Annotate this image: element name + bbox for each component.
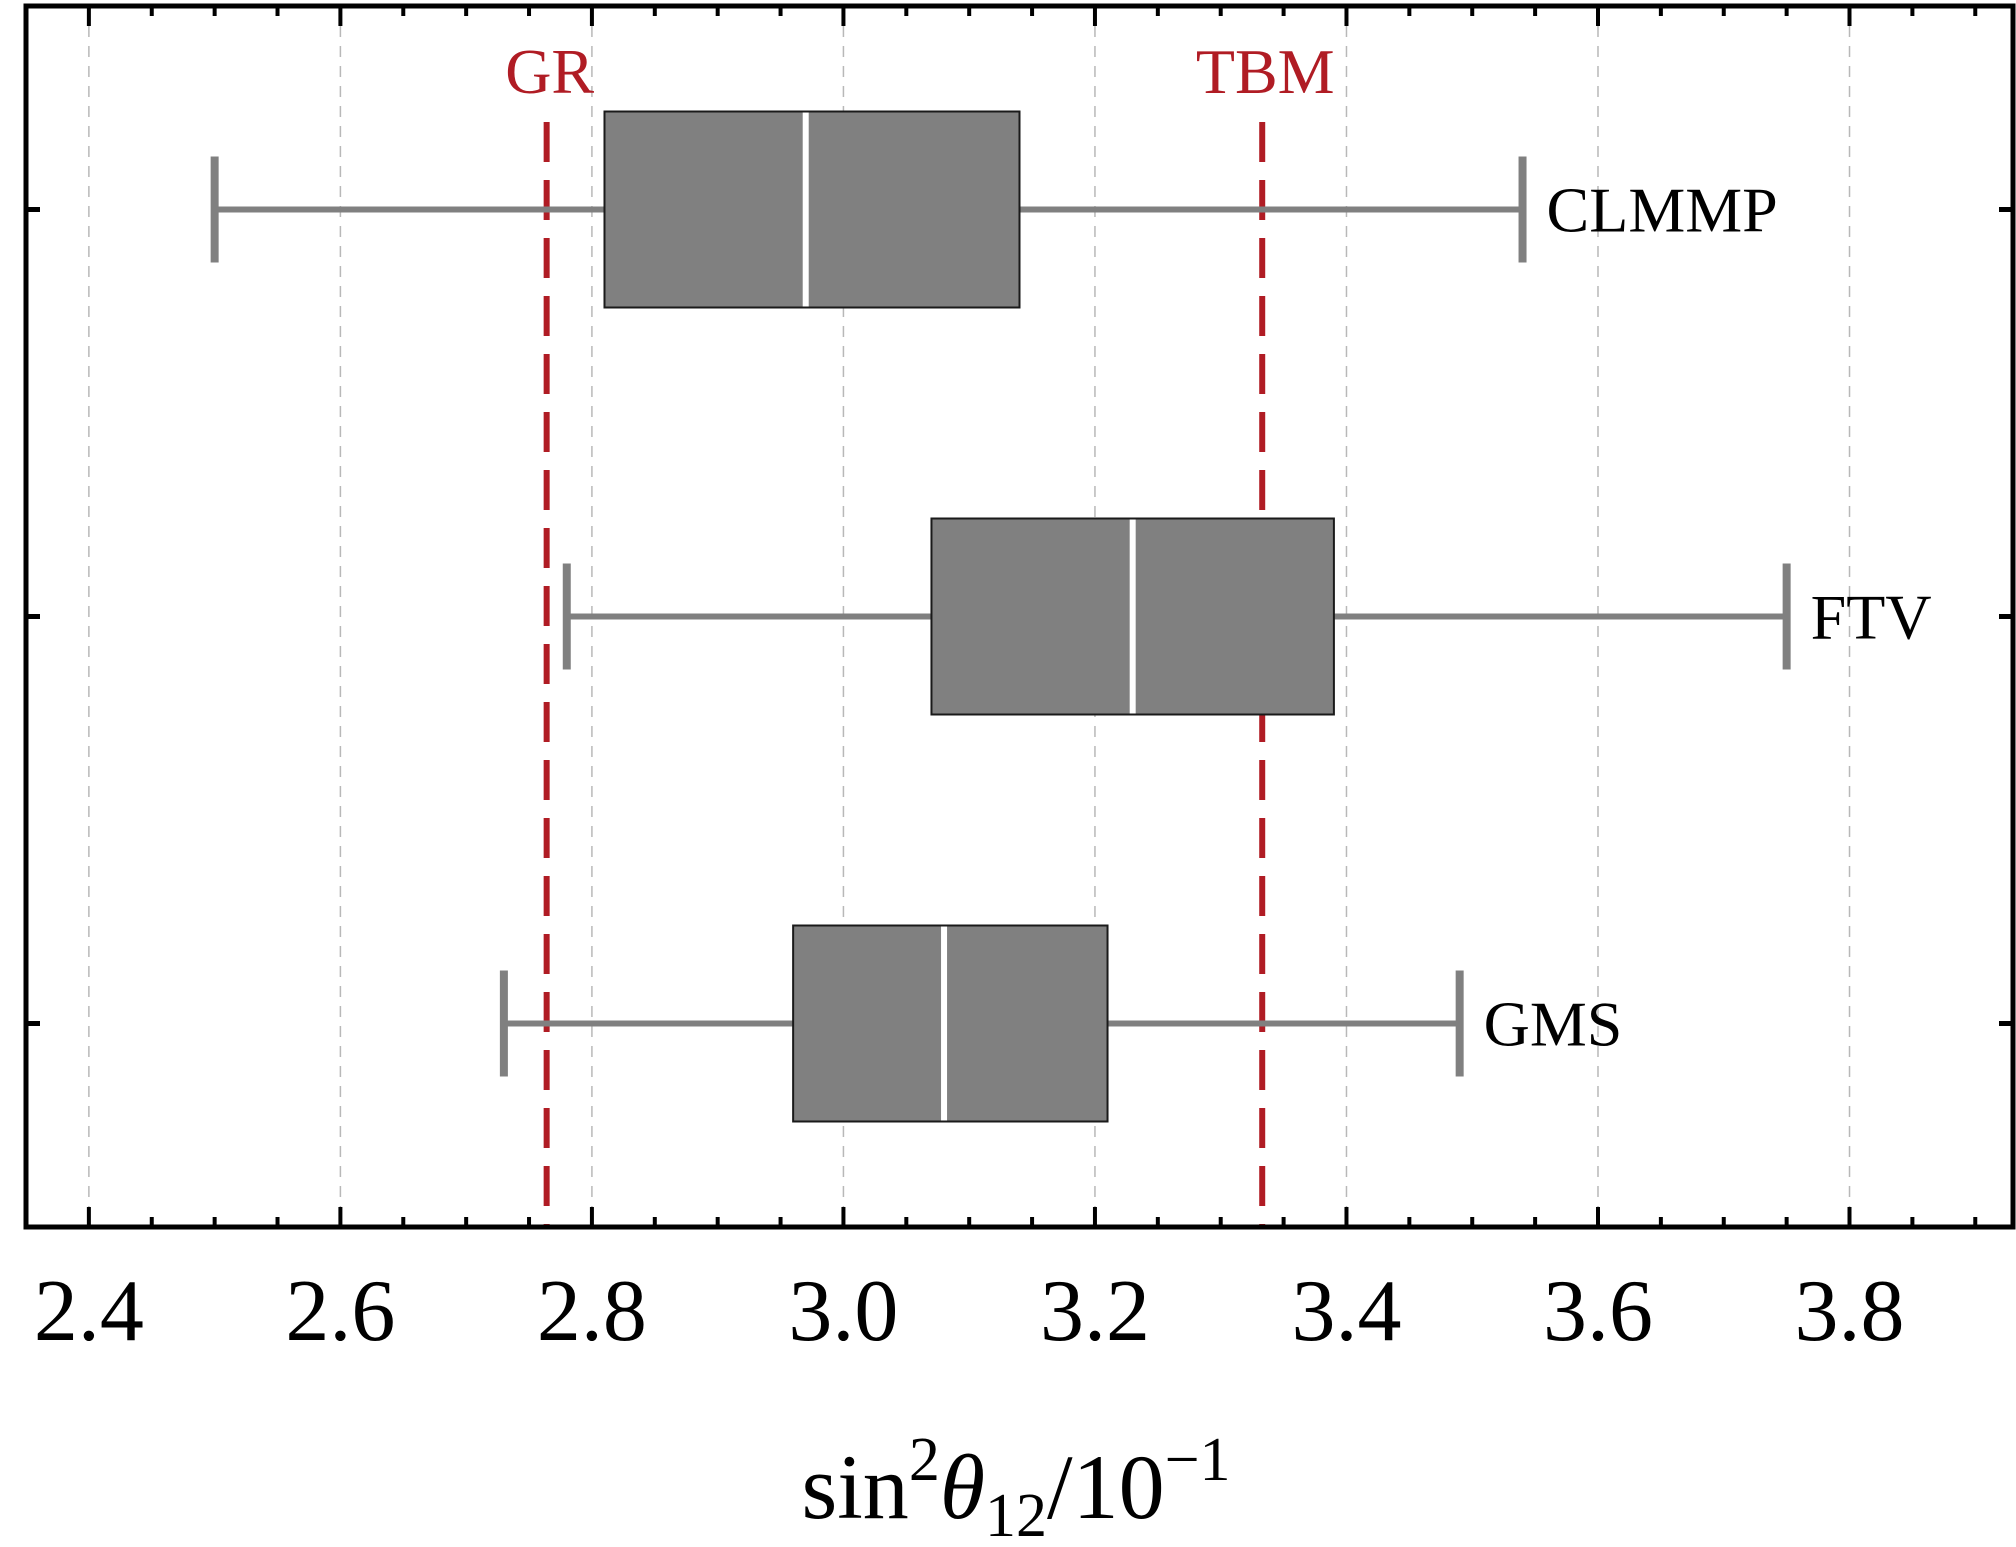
x-tick-label: 3.4 <box>1291 1263 1401 1360</box>
x-tick-label: 2.4 <box>34 1263 144 1360</box>
x-tick-label: 3.2 <box>1040 1263 1150 1360</box>
box-series: CLMMP FTV GMS <box>210 110 1932 1123</box>
box-iqr <box>603 110 1021 309</box>
x-tick-label: 3.6 <box>1543 1263 1653 1360</box>
reference-label-tbm: TBM <box>1196 36 1335 107</box>
box-group-ftv: FTV <box>562 517 1932 716</box>
reference-label-gr: GR <box>505 36 594 107</box>
x-tick-label: 2.8 <box>537 1263 647 1360</box>
axis-ticks <box>26 6 2013 1227</box>
x-axis-title-tail: /10 <box>1047 1436 1165 1538</box>
box-iqr <box>792 924 1109 1123</box>
x-tick-label: 2.6 <box>285 1263 395 1360</box>
x-axis-title-symbol: θ <box>940 1436 985 1538</box>
box-group-gms: GMS <box>499 924 1623 1123</box>
category-label: FTV <box>1811 582 1932 653</box>
x-axis-title: sin2θ12/10−1 <box>801 1426 1230 1542</box>
category-label: GMS <box>1484 989 1623 1060</box>
x-axis-title-sub: 12 <box>985 1482 1047 1542</box>
x-axis-title-sup: 2 <box>909 1426 940 1494</box>
x-tick-label: 3.0 <box>788 1263 898 1360</box>
category-label: CLMMP <box>1547 175 1778 246</box>
x-axis-title-base: sin <box>801 1436 908 1538</box>
axis-labels: 2.4 2.6 2.8 3.0 3.2 3.4 3.6 3.8 <box>34 1263 1905 1360</box>
box-group-clmmp: CLMMP <box>210 110 1778 309</box>
x-axis-title-tail-sup: −1 <box>1165 1426 1231 1494</box>
x-tick-label: 3.8 <box>1795 1263 1905 1360</box>
